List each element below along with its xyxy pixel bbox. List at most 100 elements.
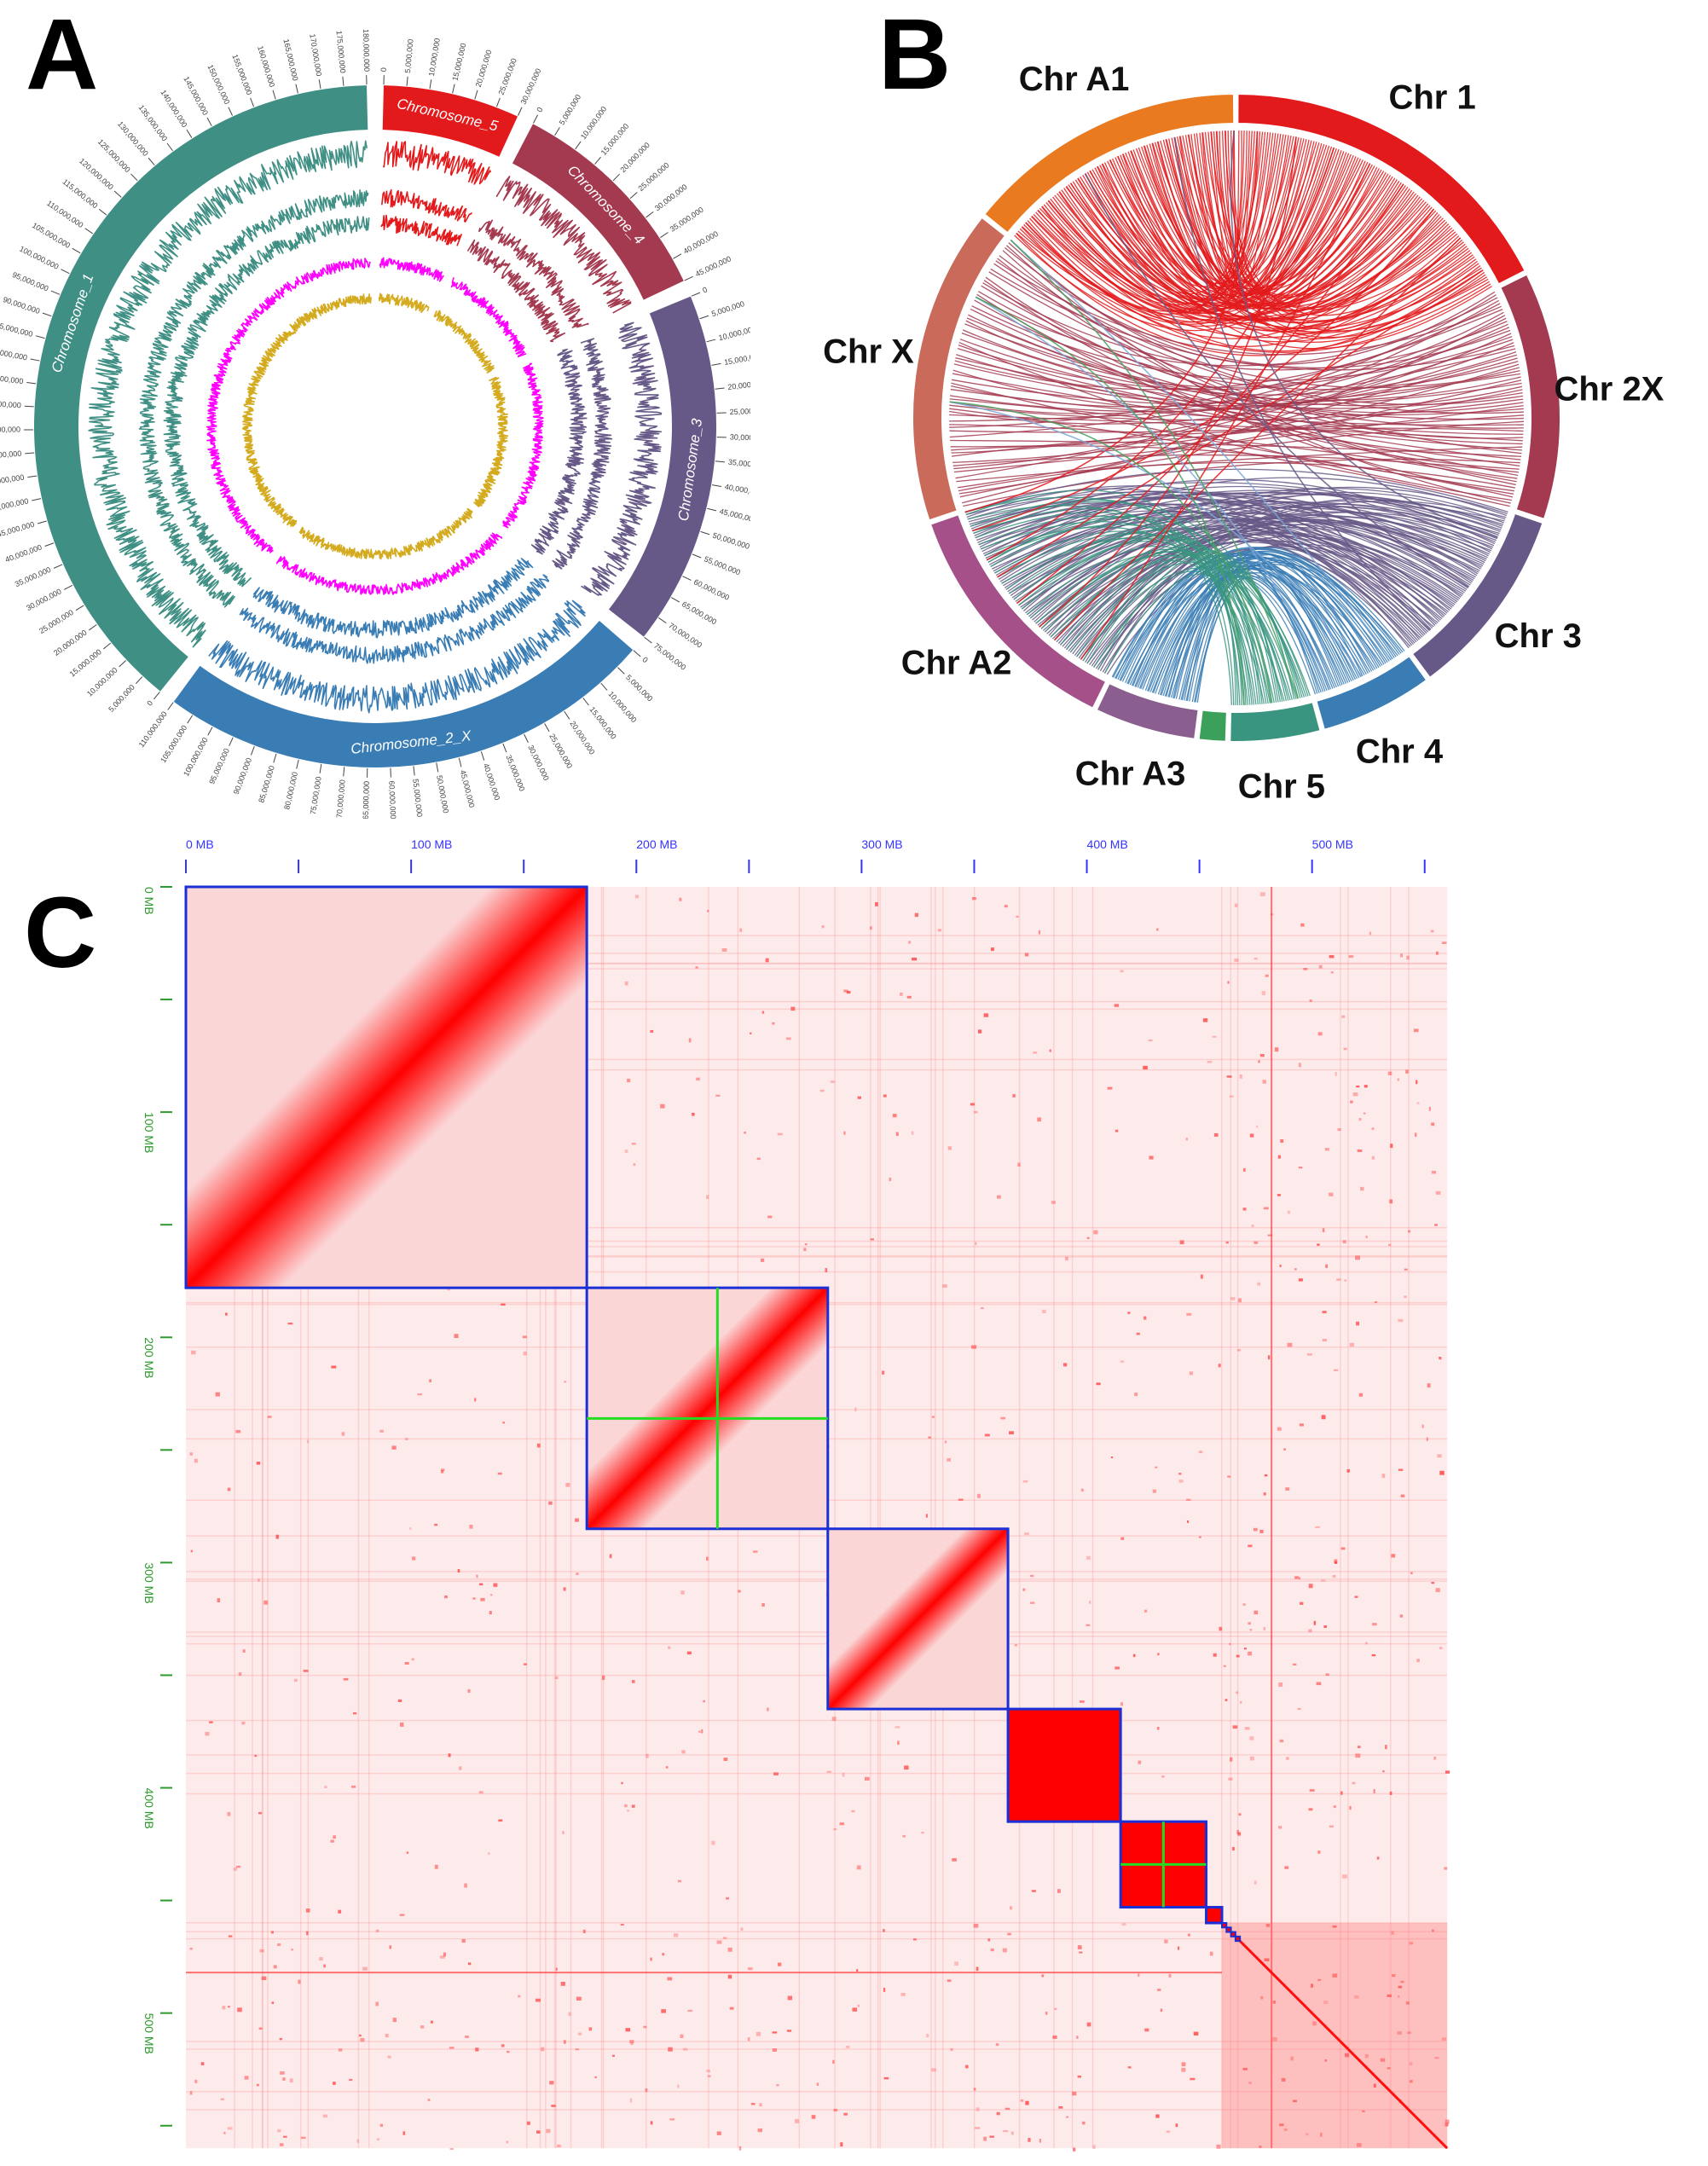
contact-speckle (522, 1335, 527, 1339)
contact-speckle (502, 1422, 506, 1424)
contact-speckle (1294, 1576, 1299, 1579)
contact-speckle (1387, 2067, 1391, 2070)
contact-speckle (996, 1195, 1001, 1199)
chord-link (1230, 130, 1498, 539)
tick-label: 155,000,000 (230, 53, 253, 96)
segment-chr-5: Chr 5 (1229, 700, 1325, 805)
tick-label: 10,000,000 (579, 105, 608, 141)
contact-speckle (1143, 1316, 1147, 1320)
contact-speckle (1226, 1075, 1232, 1078)
contact-speckle (1445, 1770, 1450, 1774)
contact-speckle (417, 1393, 423, 1396)
chord-links (948, 130, 1525, 706)
contact-speckle (1022, 1480, 1028, 1483)
contact-speckle (1421, 1424, 1424, 1428)
tick-label: 25,000,000 (729, 406, 750, 416)
tick-mark (50, 290, 61, 295)
contact-speckle (1248, 1622, 1251, 1625)
contact-speckle (563, 2040, 566, 2044)
tick-label: 140,000,000 (159, 89, 188, 130)
chord-link (1018, 540, 1235, 706)
contact-speckle (1325, 1673, 1329, 1676)
contact-speckle (1292, 1663, 1297, 1665)
chord-link (975, 296, 1245, 705)
contact-speckle (777, 1132, 783, 1136)
contact-speckle (1356, 1321, 1360, 1326)
segment-chr-x: Chr X (823, 216, 1007, 522)
tick-label: 30,000,000 (526, 744, 551, 782)
contact-speckle (1431, 1582, 1435, 1584)
contact-speckle (772, 2048, 777, 2052)
contact-speckle (1045, 2012, 1048, 2015)
tick-mark (27, 475, 38, 478)
tick-mark (429, 79, 432, 90)
contact-speckle (441, 1469, 444, 1474)
contact-speckle (576, 1996, 582, 2001)
tick-label: 50,000,000 (0, 496, 29, 513)
contact-speckle (375, 2001, 379, 2007)
block-diagonal (827, 1528, 1009, 1710)
tick-mark (113, 190, 122, 198)
tick-label: 45,000,000 (459, 769, 477, 808)
contact-speckle (575, 1518, 579, 1522)
signal-track-3 (252, 558, 534, 639)
contact-speckle (280, 2071, 285, 2075)
contact-speckle (921, 1832, 924, 1834)
contact-speckle (464, 1883, 467, 1888)
contact-speckle (707, 2075, 711, 2077)
contact-speckle (1263, 1207, 1269, 1210)
tick-label: 0 (640, 655, 649, 664)
tick-mark (102, 642, 112, 650)
contact-speckle (744, 1132, 746, 1134)
contact-speckle (767, 1707, 769, 1711)
contact-speckle (987, 1938, 991, 1942)
contact-speckle (668, 2047, 673, 2052)
tick-mark (646, 211, 654, 218)
contact-speckle (1397, 2030, 1403, 2036)
contact-speckle (1249, 1133, 1254, 1138)
chord-link (1093, 570, 1253, 705)
block-diagonal (1206, 1907, 1223, 1924)
contact-speckle (322, 2114, 328, 2118)
contact-speckle (387, 2055, 391, 2059)
contact-speckle (523, 1351, 527, 1356)
chord-link (1039, 136, 1297, 628)
segment-unlabeled (1197, 709, 1228, 743)
chord-link (957, 379, 1522, 489)
contact-speckle (707, 910, 709, 912)
contact-speckle (449, 2148, 454, 2151)
contact-speckle (1371, 1155, 1375, 1160)
contact-speckle (1426, 1437, 1428, 1441)
segment-label: Chr 2X (1554, 371, 1664, 408)
panel-label-b: B (878, 0, 952, 111)
contact-speckle (1410, 1572, 1413, 1574)
contact-speckle (1349, 1342, 1354, 1347)
contact-speckle (402, 2131, 406, 2135)
contact-speckle (1324, 2059, 1328, 2062)
contact-speckle (194, 2079, 198, 2083)
contact-speckle (947, 1457, 951, 1462)
chord-link (1135, 573, 1317, 695)
tick-mark (670, 597, 680, 603)
chord-link (1072, 181, 1434, 321)
contact-speckle (200, 2062, 205, 2065)
tick-label: 30,000,000 (653, 182, 689, 212)
contact-speckle (1249, 1756, 1254, 1761)
chord-link (1013, 501, 1489, 600)
tick-label: 20,000,000 (474, 49, 494, 88)
chord-link (1117, 553, 1360, 680)
contact-speckle (267, 1416, 272, 1418)
contact-speckle (650, 1957, 652, 1961)
contact-speckle (1317, 1243, 1320, 1246)
tick-mark (319, 763, 322, 773)
contact-speckle (1306, 1353, 1312, 1356)
contact-speckle (1311, 1984, 1314, 1988)
tick-mark (564, 710, 570, 720)
contact-speckle (261, 1976, 267, 1981)
tick-label: 30,000,000 (730, 432, 750, 442)
contact-speckle (681, 1750, 686, 1754)
contact-speckle (461, 1938, 466, 1943)
tick-mark (711, 484, 722, 488)
contact-speckle (1062, 1363, 1068, 1367)
chord-link (958, 461, 1515, 492)
